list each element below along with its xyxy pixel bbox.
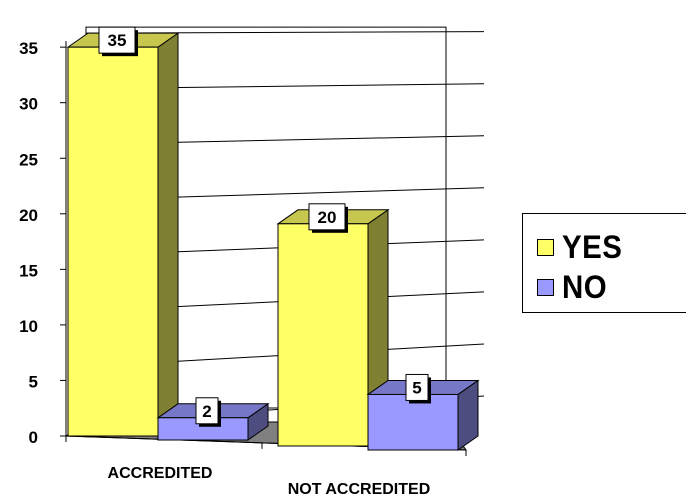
y-tick-label: 35 [19, 39, 38, 58]
data-label: 20 [308, 203, 348, 233]
svg-text:2: 2 [202, 402, 211, 421]
legend-label-no: NO [562, 268, 608, 305]
legend-label-yes: YES [562, 228, 623, 265]
y-tick-label: 20 [19, 206, 38, 225]
y-tick-label: 25 [19, 150, 38, 169]
legend-swatch-no [537, 278, 554, 296]
data-label: 5 [405, 373, 431, 404]
svg-text:20: 20 [318, 208, 337, 227]
y-tick-labels: 0 5 10 15 20 25 30 35 [19, 39, 38, 447]
legend-item-yes: YES [537, 227, 628, 267]
y-tick-label: 5 [29, 372, 38, 391]
x-category-label: NOT ACCREDITED [288, 481, 431, 498]
x-category-labels: ACCREDITED NOT ACCREDITED [108, 465, 431, 498]
bar-yes-accredited [66, 32, 180, 437]
y-tick-label: 30 [19, 95, 38, 114]
y-tick-label: 0 [29, 428, 38, 447]
y-tick-label: 15 [19, 261, 38, 280]
legend: YES NO [522, 213, 686, 313]
x-category-label: ACCREDITED [108, 465, 213, 482]
svg-text:5: 5 [412, 378, 421, 397]
data-label: 2 [195, 397, 221, 427]
bar-no-not-accredited [366, 379, 480, 451]
data-label: 35 [98, 26, 138, 57]
legend-swatch-yes [537, 238, 554, 256]
legend-item-no: NO [537, 267, 611, 307]
data-labels: 35 2 20 5 [98, 26, 431, 427]
svg-text:35: 35 [108, 31, 127, 50]
y-tick-label: 10 [19, 317, 38, 336]
